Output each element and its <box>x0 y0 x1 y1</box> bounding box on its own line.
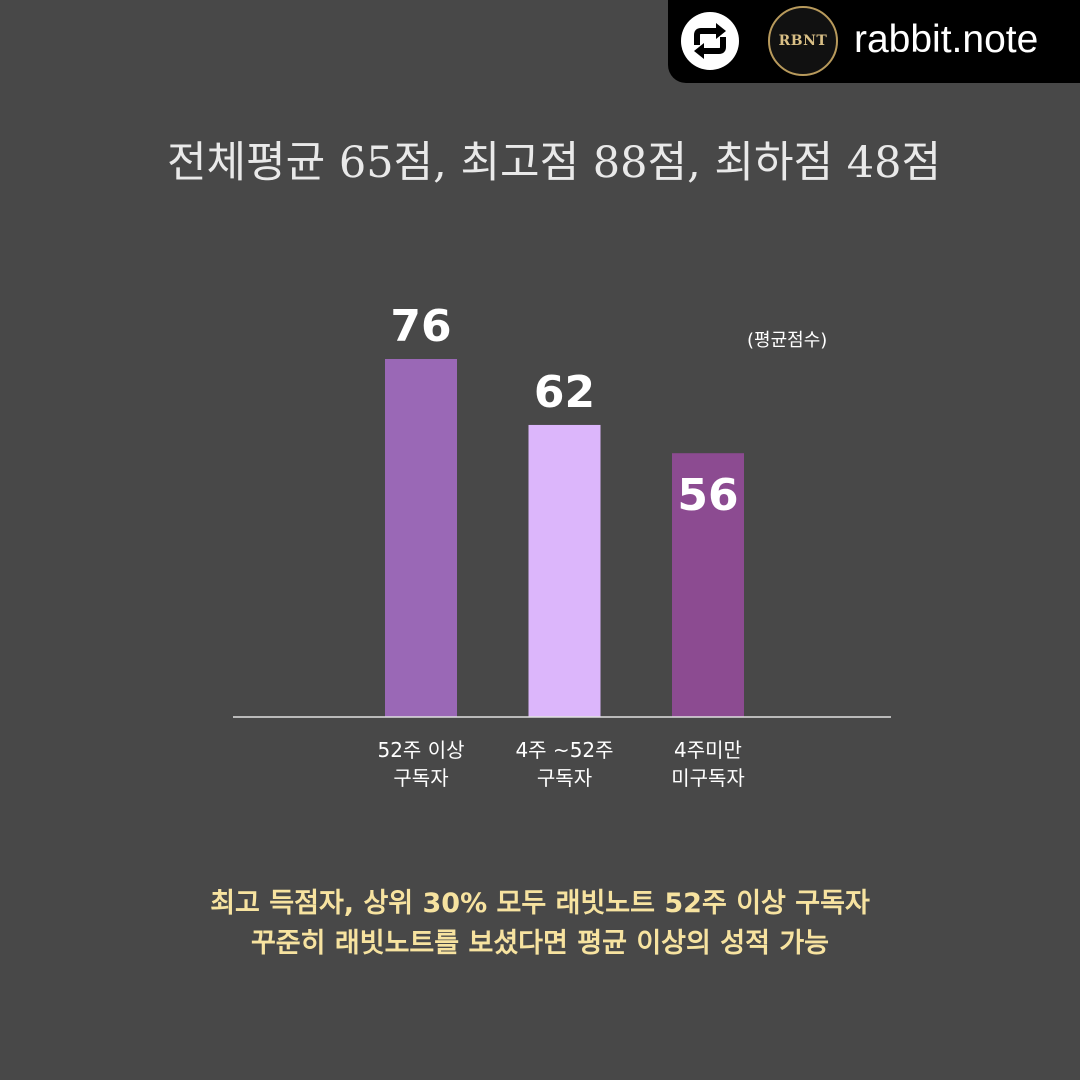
category-label-2-2: 구독자 <box>537 766 592 790</box>
bar-2 <box>528 424 601 717</box>
data-label-3: 56 <box>677 470 738 521</box>
avatar[interactable]: RBNT <box>768 6 838 76</box>
repost-icon[interactable] <box>680 11 740 71</box>
footer-line-2: 꾸준히 래빗노트를 보셨다면 평균 이상의 성적 가능 <box>250 928 830 959</box>
page-title: 전체평균 65점, 최고점 88점, 최하점 48점 <box>166 138 942 188</box>
repost-badge: RBNT rabbit.note <box>668 0 1080 83</box>
data-label-1: 76 <box>390 301 451 352</box>
category-label-3-2: 미구독자 <box>671 766 745 790</box>
footer-line-1: 최고 득점자, 상위 30% 모두 래빗노트 52주 이상 구독자 <box>210 888 870 919</box>
chart-unit-label: (평균점수) <box>747 330 828 351</box>
data-label-2: 62 <box>534 367 595 418</box>
category-label-3-1: 4주미만 <box>674 738 742 762</box>
account-handle[interactable]: rabbit.note <box>854 18 1039 61</box>
footer-caption: 최고 득점자, 상위 30% 모두 래빗노트 52주 이상 구독자 꾸준히 래빗… <box>0 884 1080 964</box>
category-label-2-1: 4주 ~52주 <box>515 738 613 762</box>
category-label-1-1: 52주 이상 <box>377 738 464 762</box>
bar-1 <box>385 359 457 717</box>
bar-3 <box>672 453 744 717</box>
category-label-1-2: 구독자 <box>393 766 448 790</box>
avatar-text: RBNT <box>778 33 828 49</box>
